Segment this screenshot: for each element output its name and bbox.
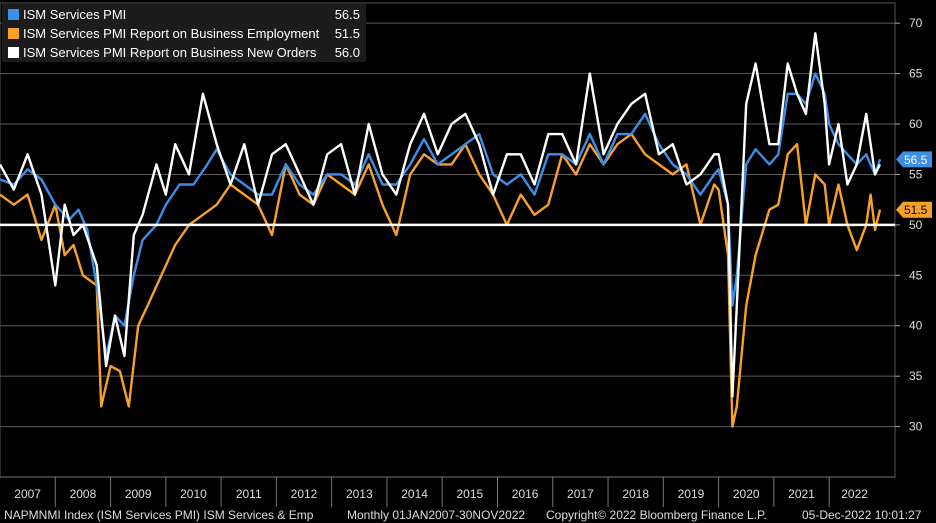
last-value-tag (896, 151, 932, 168)
x-tick-label: 2010 (180, 487, 207, 501)
y-tick-label: 35 (909, 369, 923, 383)
y-tick-label: 30 (909, 420, 923, 434)
last-value-labels: 56.5 51.5 (896, 151, 932, 218)
legend-swatch-new-orders (8, 47, 19, 58)
series-line-1 (0, 132, 882, 428)
y-axis: 30 35 40 45 50 55 60 65 70 (895, 16, 923, 434)
series-line-2 (0, 32, 882, 398)
x-axis-band (0, 477, 895, 507)
last-value-tag (896, 201, 932, 218)
legend-item-services-pmi[interactable]: ISM Services PMI 56.5 (2, 6, 366, 23)
legend-value: 56.0 (334, 45, 360, 60)
x-tick-label: 2007 (14, 487, 41, 501)
legend-swatch-services-pmi (8, 9, 19, 20)
y-tick-label: 70 (909, 16, 923, 30)
x-tick-label: 2009 (125, 487, 152, 501)
x-tick-label: 2015 (456, 487, 483, 501)
last-value-text: 56.5 (904, 153, 928, 167)
legend-value: 51.5 (334, 26, 360, 41)
x-tick-label: 2020 (733, 487, 760, 501)
x-tick-label: 2018 (622, 487, 649, 501)
x-tick-label: 2016 (512, 487, 539, 501)
x-tick-label: 2013 (346, 487, 373, 501)
footer-index-text: NAPMNMI Index (ISM Services PMI) ISM Ser… (4, 508, 314, 522)
legend-swatch-employment (8, 28, 19, 39)
x-tick-label: 2017 (567, 487, 594, 501)
x-tick-label: 2021 (788, 487, 815, 501)
y-tick-label: 40 (909, 319, 923, 333)
last-value-text: 51.5 (904, 203, 928, 217)
footer-timestamp: 05-Dec-2022 10:01:27 (802, 508, 922, 522)
x-tick-label: 2011 (236, 487, 262, 501)
x-axis: 2007 2008 2009 2010 2011 2012 2013 2014 2015 2016… (0, 476, 895, 507)
x-tick-label: 2014 (401, 487, 428, 501)
x-tick-label: 2022 (841, 487, 868, 501)
x-tick-label: 2012 (291, 487, 318, 501)
legend-item-new-orders[interactable]: ISM Services PMI Report on Business New … (2, 44, 366, 61)
footer-frequency-range: Monthly 01JAN2007-30NOV2022 (347, 508, 526, 522)
legend-item-employment[interactable]: ISM Services PMI Report on Business Empl… (2, 25, 366, 42)
legend-value: 56.5 (334, 7, 360, 22)
y-tick-label: 55 (909, 167, 923, 181)
legend-label: ISM Services PMI Report on Business New … (23, 45, 317, 60)
x-tick-label: 2019 (678, 487, 705, 501)
legend-label: ISM Services PMI (23, 7, 127, 22)
legend-label: ISM Services PMI Report on Business Empl… (23, 26, 320, 41)
series-line-0 (0, 72, 882, 358)
legend: ISM Services PMI 56.5 ISM Services PMI R… (2, 4, 366, 62)
y-tick-label: 65 (909, 67, 923, 81)
y-tick-label: 50 (909, 218, 923, 232)
series-lines (0, 32, 882, 428)
footer-bar: NAPMNMI Index (ISM Services PMI) ISM Ser… (0, 507, 936, 523)
y-tick-label: 45 (909, 268, 923, 282)
x-tick-label: 2008 (70, 487, 97, 501)
y-tick-label: 60 (909, 117, 923, 131)
footer-copyright: Copyright© 2022 Bloomberg Finance L.P. (546, 508, 767, 522)
